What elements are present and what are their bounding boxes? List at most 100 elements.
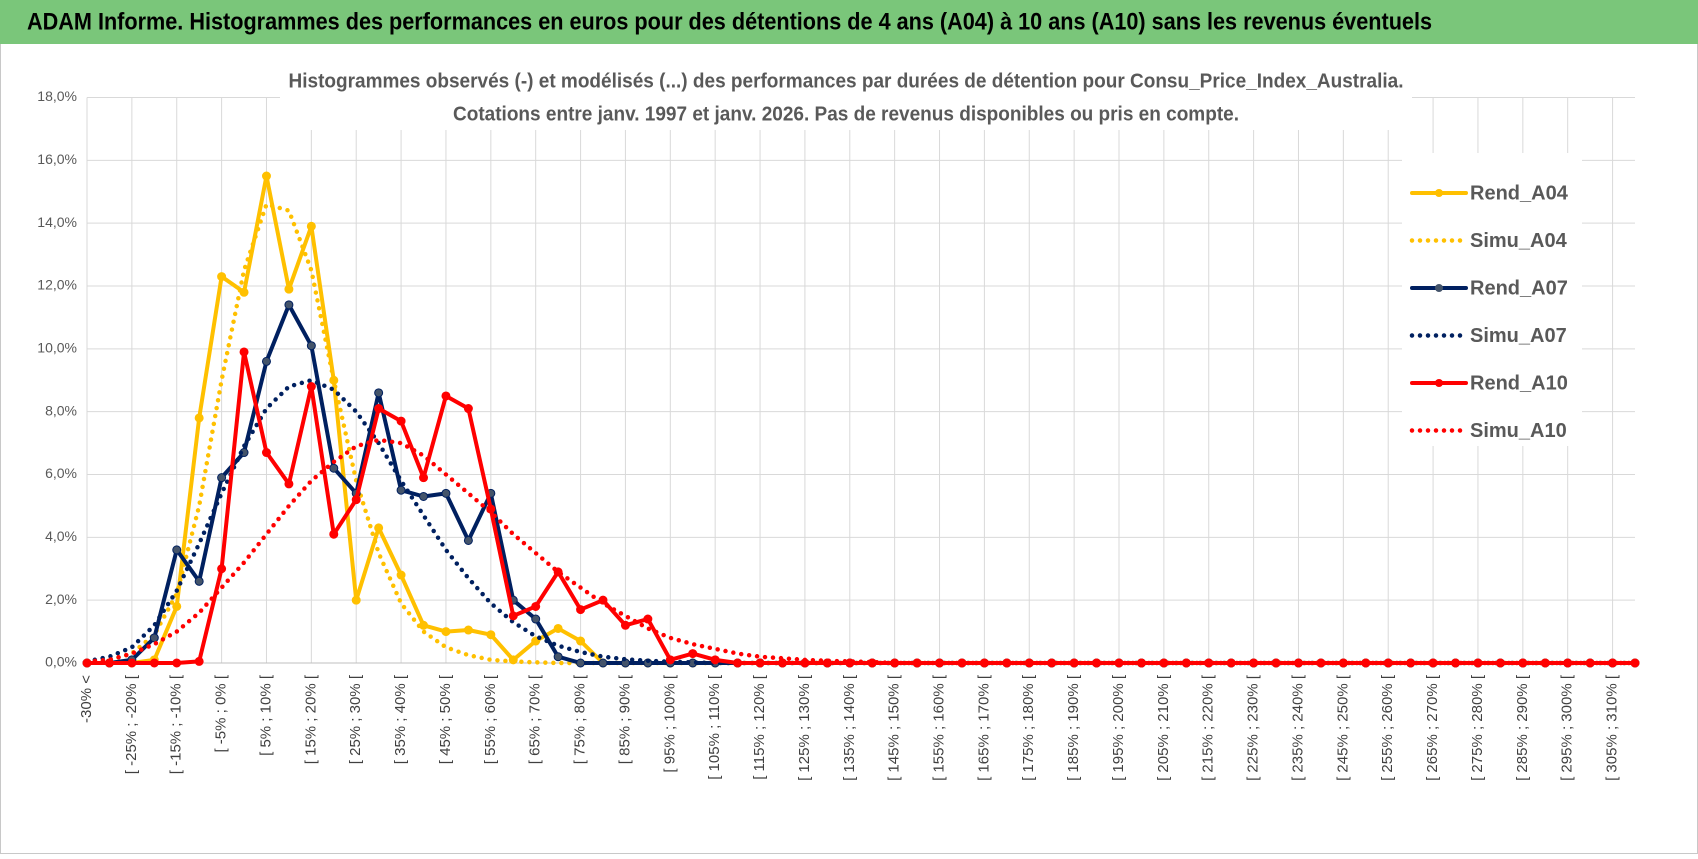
point-marker <box>531 614 541 624</box>
x-tick-label: [ 25% ; 30% [ <box>347 674 364 764</box>
point-marker <box>419 473 429 483</box>
x-tick-label: [ 55% ; 60% [ <box>482 674 499 764</box>
x-tick-label: [ 255% ; 260% [ <box>1379 674 1396 781</box>
point-marker <box>508 611 518 621</box>
point-marker <box>374 523 384 533</box>
y-tick-label: 10,0% <box>37 340 77 356</box>
x-tick-label: [ 165% ; 170% [ <box>975 674 992 781</box>
point-marker <box>553 623 563 633</box>
point-marker <box>149 633 159 643</box>
point-marker <box>643 614 653 624</box>
point-marker <box>463 535 473 545</box>
point-marker <box>261 448 271 458</box>
point-marker <box>329 463 339 473</box>
point-marker <box>261 356 271 366</box>
point-marker <box>665 655 675 665</box>
point-marker <box>419 491 429 501</box>
point-marker <box>306 382 316 392</box>
point-marker <box>576 636 586 646</box>
x-tick-label: [ -15% ; -10% [ <box>168 674 185 774</box>
point-marker <box>217 473 227 483</box>
x-tick-label: [ 105% ; 110% [ <box>706 674 723 780</box>
x-tick-label: [ 305% ; 310% [ <box>1604 674 1621 781</box>
x-tick-label: [ 65% ; 70% [ <box>527 674 544 764</box>
x-tick-label: [ 155% ; 160% [ <box>930 674 947 781</box>
x-tick-label: [ 95% ; 100% [ <box>661 674 678 772</box>
point-marker <box>172 658 182 668</box>
x-tick-label: [ 245% ; 250% [ <box>1334 674 1351 781</box>
y-tick-label: 4,0% <box>45 528 77 544</box>
point-marker <box>329 529 339 539</box>
y-tick-label: 6,0% <box>45 465 77 481</box>
point-marker <box>149 658 159 668</box>
point-marker <box>217 272 227 282</box>
point-marker <box>620 620 630 630</box>
x-tick-label: [ 205% ; 210% [ <box>1155 674 1172 781</box>
legend-marker <box>1435 379 1443 387</box>
x-tick-label: [ 185% ; 190% [ <box>1065 674 1082 781</box>
x-tick-label: [ 235% ; 240% [ <box>1289 674 1306 781</box>
point-marker <box>306 341 316 351</box>
point-marker <box>733 658 743 668</box>
point-marker <box>374 388 384 398</box>
x-tick-label: [ 15% ; 20% [ <box>302 674 319 764</box>
point-marker <box>172 545 182 555</box>
x-tick-label: [ 195% ; 200% [ <box>1110 674 1127 781</box>
point-marker <box>576 658 586 668</box>
y-tick-label: 16,0% <box>37 151 77 167</box>
point-marker <box>755 658 765 668</box>
point-marker <box>441 627 451 637</box>
point-marker <box>239 347 249 357</box>
legend-label: Simu_A04 <box>1470 230 1568 252</box>
x-tick-label: [ 45% ; 50% [ <box>437 674 454 764</box>
point-marker <box>688 649 698 659</box>
point-marker <box>194 576 204 586</box>
point-marker <box>441 488 451 498</box>
point-marker <box>396 416 406 426</box>
chart-title: Histogrammes observés (-) et modélisés (… <box>289 70 1404 92</box>
legend-marker <box>1435 284 1443 292</box>
point-marker <box>284 479 294 489</box>
legend-marker <box>1435 189 1443 197</box>
point-marker <box>127 658 137 668</box>
x-tick-label: [ -25% ; -20% [ <box>123 674 140 774</box>
point-marker <box>463 625 473 635</box>
header-bar <box>0 0 1698 44</box>
x-tick-label: -30% < <box>78 675 95 723</box>
y-tick-label: 2,0% <box>45 591 77 607</box>
x-tick-label: [ 175% ; 180% [ <box>1020 674 1037 781</box>
legend-label: Rend_A10 <box>1470 372 1568 394</box>
point-marker <box>1630 658 1640 668</box>
legend-label: Simu_A10 <box>1470 420 1567 442</box>
y-tick-label: 18,0% <box>37 88 77 104</box>
point-marker <box>441 391 451 401</box>
point-marker <box>598 658 608 668</box>
x-tick-label: [ 5% ; 10% [ <box>257 674 274 756</box>
legend-label: Rend_A04 <box>1470 182 1569 204</box>
point-marker <box>710 655 720 665</box>
y-tick-label: 12,0% <box>37 277 77 293</box>
point-marker <box>374 404 384 414</box>
point-marker <box>284 300 294 310</box>
point-marker <box>396 485 406 495</box>
legend-label: Rend_A07 <box>1470 277 1568 299</box>
series-line <box>84 437 1638 666</box>
point-marker <box>351 595 361 605</box>
point-marker <box>576 605 586 615</box>
point-marker <box>217 564 227 574</box>
legend-label: Simu_A07 <box>1470 325 1567 347</box>
point-marker <box>194 656 204 666</box>
x-tick-label: [ 215% ; 220% [ <box>1200 674 1217 781</box>
point-marker <box>284 284 294 294</box>
x-tick-label: [ 75% ; 80% [ <box>572 674 589 764</box>
point-marker <box>553 652 563 662</box>
point-marker <box>777 658 787 668</box>
y-tick-label: 8,0% <box>45 402 77 418</box>
point-marker <box>172 601 182 611</box>
point-marker <box>261 171 271 181</box>
point-marker <box>351 495 361 505</box>
chart-subtitle: Cotations entre janv. 1997 et janv. 2026… <box>453 103 1239 125</box>
x-tick-label: [ 265% ; 270% [ <box>1424 674 1441 781</box>
x-tick-label: [ 275% ; 280% [ <box>1469 674 1486 781</box>
